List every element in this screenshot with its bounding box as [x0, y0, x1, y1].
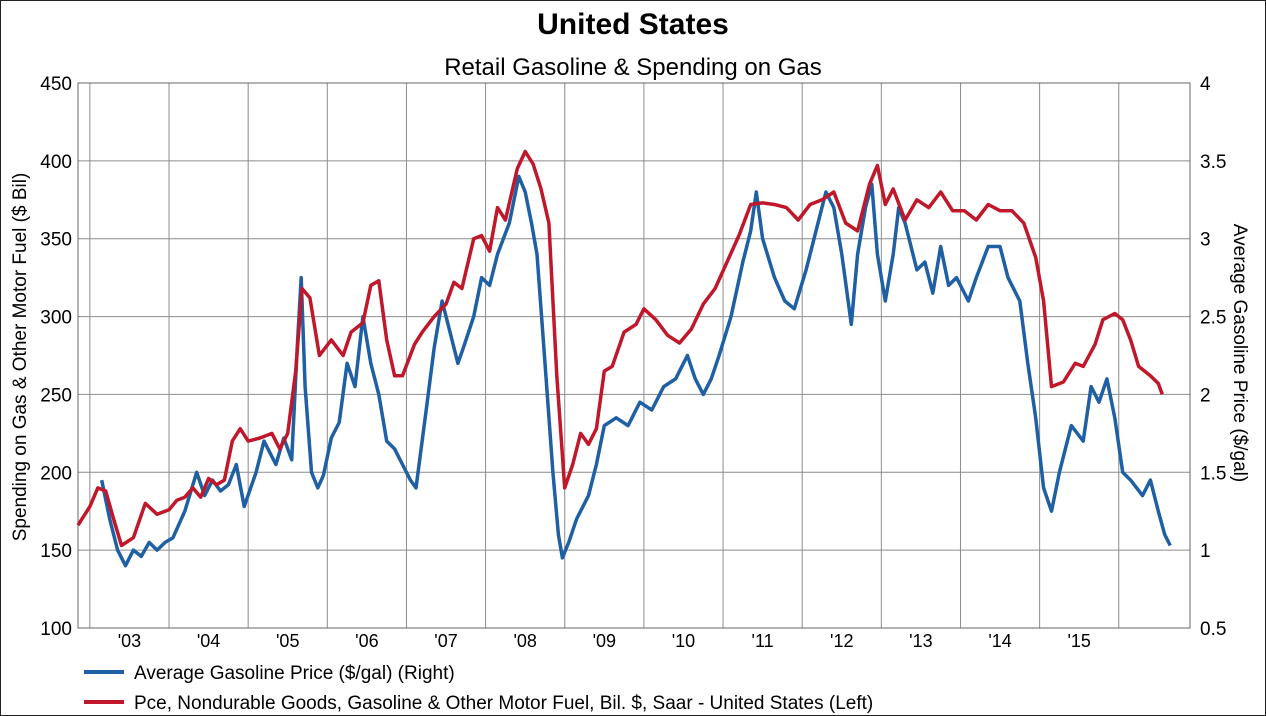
grid-lines	[77, 82, 1191, 629]
x-tick-label: '14	[988, 631, 1011, 651]
left-axis-ticks: 100 150 200 250 300 350 400 450	[40, 74, 72, 640]
x-axis-ticks: '03 '04 '05 '06 '07 '08 '09 '10 '11 '12 '13 '14 '15	[118, 631, 1091, 651]
x-tick-label: '03	[118, 631, 141, 651]
x-tick-label: '12	[830, 631, 853, 651]
left-tick-label: 350	[40, 230, 72, 251]
x-tick-label: '10	[672, 631, 695, 651]
x-tick-label: '11	[752, 631, 774, 651]
left-tick-label: 150	[40, 541, 72, 562]
gasoline-price-line	[99, 174, 1172, 568]
right-tick-label: 2.5	[1200, 308, 1226, 329]
chart-title: United States	[537, 8, 729, 41]
x-tick-label: '13	[909, 631, 932, 651]
chart-subtitle: Retail Gasoline & Spending on Gas	[444, 54, 822, 81]
x-tick-label: '05	[276, 631, 299, 651]
x-tick-label: '09	[593, 631, 616, 651]
right-tick-label: 1.5	[1200, 463, 1226, 484]
right-tick-label: 3.5	[1200, 152, 1226, 173]
right-tick-label: 1	[1200, 541, 1211, 562]
x-tick-label: '15	[1067, 631, 1090, 651]
series-lines	[76, 149, 1172, 568]
pce-spending-line	[76, 149, 1164, 548]
right-axis-ticks: 0.5 1 1.5 2 2.5 3 3.5 4	[1200, 74, 1226, 640]
x-tick-label: '06	[355, 631, 378, 651]
left-axis-label: Spending on Gas & Other Motor Fuel ($ Bi…	[10, 173, 31, 542]
legend-label-pce: Pce, Nondurable Goods, Gasoline & Other …	[134, 693, 873, 714]
left-tick-label: 450	[40, 74, 72, 95]
left-tick-label: 300	[40, 308, 72, 329]
legend: Average Gasoline Price ($/gal) (Right) P…	[84, 663, 873, 714]
right-axis-label: Average Gasoline Price ($/gal)	[1229, 224, 1250, 482]
right-tick-label: 4	[1200, 74, 1211, 95]
right-tick-label: 3	[1200, 230, 1211, 251]
legend-label-gasoline-price: Average Gasoline Price ($/gal) (Right)	[134, 663, 455, 684]
left-tick-label: 400	[40, 152, 72, 173]
x-tick-label: '07	[434, 631, 457, 651]
plot-area-border	[77, 82, 1191, 629]
x-tick-label: '08	[513, 631, 536, 651]
right-tick-label: 2	[1200, 385, 1211, 406]
left-tick-label: 200	[40, 463, 72, 484]
left-tick-label: 250	[40, 385, 72, 406]
x-tick-label: '04	[197, 631, 220, 651]
left-tick-label: 100	[40, 619, 72, 640]
right-tick-label: 0.5	[1200, 619, 1226, 640]
